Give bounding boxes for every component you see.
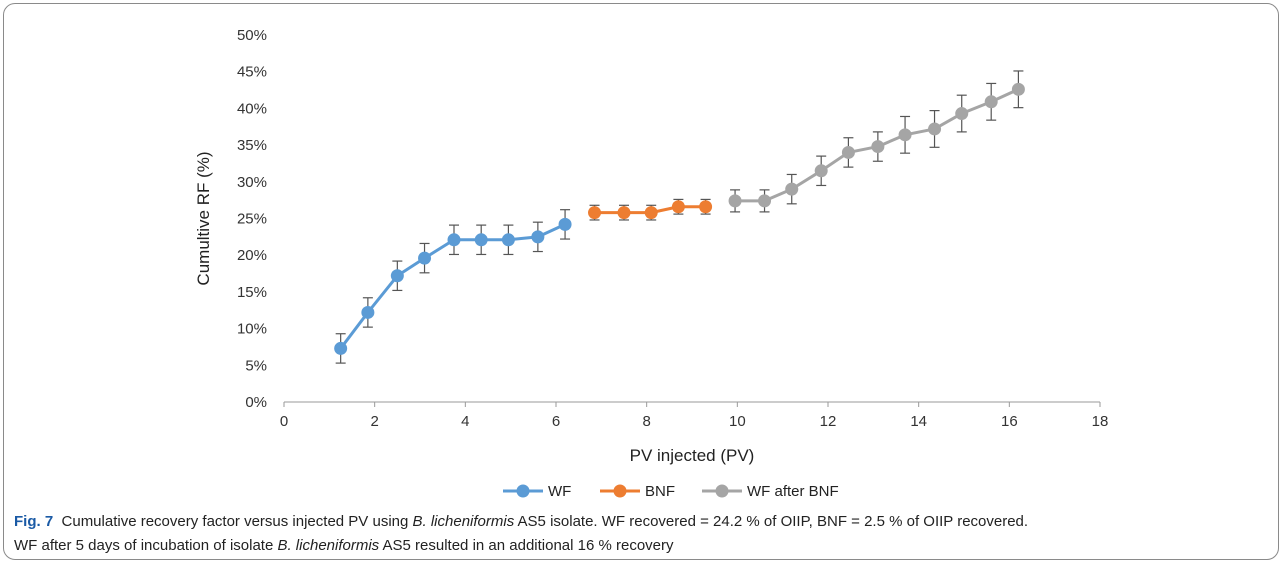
y-tick-label: 0%: [245, 394, 267, 411]
x-tick-label: 14: [910, 413, 927, 430]
data-point-bnf: [699, 200, 713, 214]
legend-marker-wf: [516, 484, 530, 498]
x-axis-title: PV injected (PV): [630, 446, 755, 465]
data-point-wf: [474, 233, 488, 247]
series-lines: [334, 82, 1025, 355]
caption-species-1: B. licheniformis: [412, 513, 515, 530]
data-point-wf: [447, 233, 461, 247]
caption-line-2: WF after 5 days of incubation of isolate…: [14, 534, 1276, 558]
y-tick-label: 25%: [237, 211, 267, 228]
data-point-wf-after-bnf: [955, 107, 969, 121]
caption-line-1: Fig. 7 Cumulative recovery factor versus…: [14, 510, 1276, 534]
x-tick-label: 16: [1001, 413, 1018, 430]
x-tick-label: 2: [370, 413, 378, 430]
figure-label: Fig. 7: [14, 513, 54, 530]
caption-text-1: Cumulative recovery factor versus inject…: [61, 513, 413, 530]
data-point-wf-after-bnf: [871, 140, 885, 154]
y-axis-title: Cumultive RF (%): [194, 151, 213, 285]
data-point-bnf: [617, 206, 631, 220]
x-tick-label: 18: [1092, 413, 1109, 430]
data-point-wf-after-bnf: [1011, 82, 1025, 96]
data-point-wf-after-bnf: [758, 194, 772, 208]
data-point-wf-after-bnf: [928, 122, 942, 136]
data-point-wf-after-bnf: [814, 164, 828, 178]
x-tick-label: 12: [820, 413, 837, 430]
y-tick-label: 5%: [245, 357, 267, 374]
y-tick-label: 45%: [237, 64, 267, 81]
data-point-wf-after-bnf: [898, 128, 912, 142]
y-tick-label: 50%: [237, 27, 267, 44]
y-tick-label: 20%: [237, 247, 267, 264]
data-point-wf-after-bnf: [984, 95, 998, 109]
legend-label-wf-after-bnf: WF after BNF: [747, 483, 839, 500]
data-point-bnf: [588, 206, 602, 220]
data-point-wf-after-bnf: [841, 145, 855, 159]
x-tick-label: 0: [280, 413, 288, 430]
y-tick-label: 10%: [237, 321, 267, 338]
data-point-wf-after-bnf: [728, 194, 742, 208]
y-tick-label: 30%: [237, 174, 267, 191]
legend: WF BNF WF after BNF: [503, 483, 839, 500]
x-tick-label: 10: [729, 413, 746, 430]
caption-text-2: AS5 isolate. WF recovered = 24.2 % of OI…: [514, 513, 1029, 530]
data-point-wf: [334, 341, 348, 355]
error-bars: [335, 70, 1024, 364]
y-tick-label: 15%: [237, 284, 267, 301]
legend-label-wf: WF: [548, 483, 571, 500]
data-point-wf-after-bnf: [785, 182, 799, 196]
y-tick-label: 35%: [237, 137, 267, 154]
axes: 0 2 4 6 8 10 12 14 16 18 0% 5% 10% 15% 20% 25% 30% 35% 40%…: [194, 27, 1108, 465]
x-tick-label: 8: [642, 413, 650, 430]
data-point-wf: [558, 217, 572, 231]
data-point-wf: [531, 230, 545, 244]
data-point-wf: [390, 269, 404, 283]
caption-text-3: WF after 5 days of incubation of isolate: [14, 537, 278, 554]
data-point-wf: [501, 233, 515, 247]
x-tick-label: 6: [552, 413, 560, 430]
data-point-bnf: [644, 206, 658, 220]
data-point-wf: [418, 251, 432, 265]
data-point-wf: [361, 305, 375, 319]
legend-marker-wf-after-bnf: [715, 484, 729, 498]
legend-label-bnf: BNF: [645, 483, 675, 500]
data-point-bnf: [671, 200, 685, 214]
figure-frame: [3, 3, 1279, 560]
caption-text-4: AS5 resulted in an additional 16 % recov…: [379, 537, 674, 554]
caption-species-2: B. licheniformis: [277, 537, 380, 554]
x-tick-label: 4: [461, 413, 469, 430]
legend-marker-bnf: [613, 484, 627, 498]
chart: 0 2 4 6 8 10 12 14 16 18 0% 5% 10% 15% 20% 25% 30% 35% 40%…: [194, 27, 1108, 500]
figure-caption: Fig. 7 Cumulative recovery factor versus…: [14, 510, 1276, 558]
y-tick-label: 40%: [237, 100, 267, 117]
